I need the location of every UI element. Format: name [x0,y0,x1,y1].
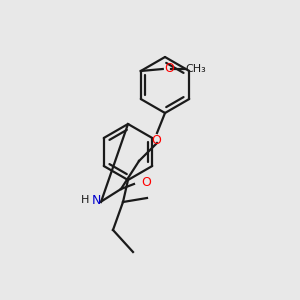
Text: O: O [151,134,161,147]
Text: CH₃: CH₃ [186,64,206,74]
Text: N: N [91,194,101,206]
Text: O: O [164,62,174,76]
Text: O: O [141,176,151,190]
Text: H: H [81,195,89,205]
